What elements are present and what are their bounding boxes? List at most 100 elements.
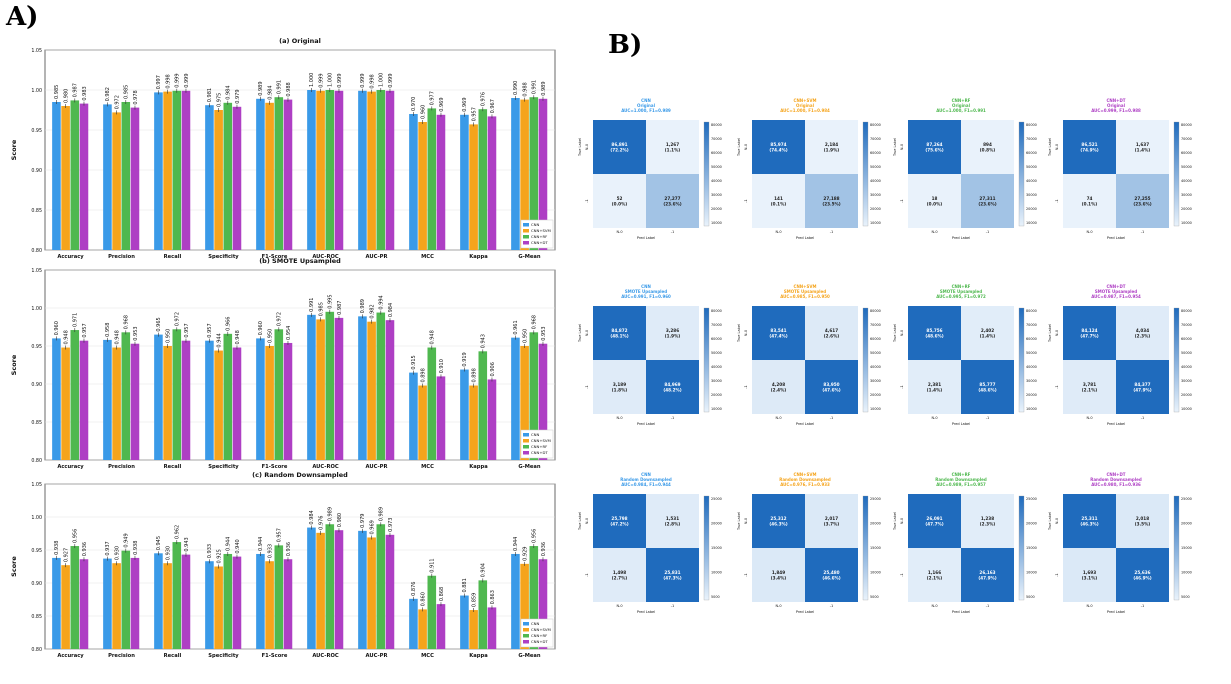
cm-cell <box>593 548 646 602</box>
data-label: 0.953 <box>133 326 139 340</box>
data-label: 0.984 <box>388 303 394 317</box>
data-label: 0.962 <box>175 525 181 539</box>
cm-cell-percent: (46.3%) <box>1080 522 1098 527</box>
cm-title-subtitle: Random Downsampled <box>935 477 987 482</box>
cm-x-tick: -1 <box>830 416 834 420</box>
y-tick-label: 0.95 <box>31 548 42 554</box>
data-label: 0.944 <box>513 537 519 551</box>
cm-cell <box>1116 174 1169 228</box>
cm-colorbar-tick: 5000 <box>1026 595 1035 599</box>
data-label: 0.976 <box>481 92 487 106</box>
x-tick-label: Recall <box>164 254 182 260</box>
cm-colorbar-tick: 15000 <box>870 546 881 550</box>
data-label: 0.876 <box>411 582 417 596</box>
cm-cell-count: 86,521 <box>1081 142 1097 147</box>
cm-cell <box>961 494 1014 548</box>
cm-colorbar <box>1018 307 1025 413</box>
cm-y-label: True Label <box>893 138 897 157</box>
x-tick-label: Kappa <box>469 254 488 260</box>
bar <box>172 90 182 250</box>
cm-title-model: CNN+SVM <box>794 98 817 103</box>
cm-cell-count: 27,255 <box>1134 196 1150 201</box>
cm-colorbar-tick: 40000 <box>870 179 881 183</box>
bar <box>223 333 233 460</box>
data-label: 0.999 <box>184 73 190 87</box>
cm-cell-percent: (23.5%) <box>822 202 840 207</box>
legend-label: CNN <box>531 432 539 437</box>
cm-cell <box>752 548 805 602</box>
bar <box>79 340 89 460</box>
cm-cell-count: 85,756 <box>926 328 942 333</box>
bar <box>529 546 539 649</box>
cm-cell <box>593 174 646 228</box>
cm-x-label: Pred Label <box>1107 422 1125 426</box>
data-label: 0.953 <box>541 326 547 340</box>
cm-colorbar-tick: 80000 <box>1026 123 1037 127</box>
cm-cell <box>752 306 805 360</box>
cm-y-label: True Label <box>1048 138 1052 157</box>
data-label: 0.960 <box>420 105 426 119</box>
cm-y-tick: N-0 <box>585 330 589 336</box>
data-label: 0.911 <box>430 558 436 572</box>
cm-colorbar-tick: 10000 <box>1026 571 1037 575</box>
data-label: 0.944 <box>226 537 232 551</box>
bar <box>232 347 242 460</box>
x-tick-label: Recall <box>164 653 182 659</box>
x-tick-label: Recall <box>164 464 182 470</box>
cm-cell-count: 4,034 <box>1136 328 1149 333</box>
data-label: 0.999 <box>318 73 324 87</box>
data-label: 0.948 <box>114 330 120 344</box>
cm-colorbar-tick: 30000 <box>711 379 722 383</box>
cm-colorbar-tick: 70000 <box>711 137 722 141</box>
x-tick-label: G-Mean <box>518 464 541 470</box>
cm-cell-count: 1,693 <box>1083 570 1096 575</box>
cm-y-label: True Label <box>578 512 582 531</box>
cm-x-tick: N-0 <box>1086 604 1092 608</box>
bar <box>316 90 325 250</box>
data-label: 0.982 <box>105 87 111 101</box>
x-tick-label: MCC <box>421 464 434 470</box>
data-label: 0.944 <box>216 333 222 347</box>
bar <box>325 90 335 250</box>
cm-x-tick: N-0 <box>775 230 781 234</box>
bar <box>256 338 265 460</box>
cm-colorbar-tick: 50000 <box>1181 351 1192 355</box>
data-label: 0.969 <box>439 97 445 111</box>
bar <box>469 610 478 649</box>
data-label: 0.989 <box>541 81 547 95</box>
cm-x-tick: N-0 <box>775 416 781 420</box>
cm-colorbar-tick: 30000 <box>870 193 881 197</box>
y-tick-label: 1.00 <box>31 306 42 312</box>
cm-cell-count: 25,311 <box>1081 516 1097 521</box>
cm-x-tick: -1 <box>671 230 675 234</box>
bar <box>274 545 284 649</box>
cm-y-label: True Label <box>893 512 897 531</box>
bar <box>487 116 497 251</box>
bar <box>214 566 223 649</box>
data-label: 1.000 <box>328 73 334 87</box>
data-label: 0.950 <box>522 329 528 343</box>
cm-colorbar-tick: 70000 <box>711 323 722 327</box>
cm-colorbar-tick: 60000 <box>1026 337 1037 341</box>
cm-y-label: True Label <box>578 138 582 157</box>
cm-y-tick: -1 <box>900 573 904 577</box>
cm-title-model: CNN <box>641 472 651 477</box>
data-label: 0.933 <box>207 544 213 558</box>
x-tick-label: Accuracy <box>57 464 84 470</box>
cm-y-tick: -1 <box>585 199 589 203</box>
cm-y-tick: N-0 <box>1055 144 1059 150</box>
cm-y-tick: -1 <box>744 199 748 203</box>
bar <box>478 109 488 250</box>
cm-colorbar-tick: 10000 <box>1026 221 1037 225</box>
data-label: 0.984 <box>226 85 232 99</box>
bar <box>436 376 446 460</box>
cm-cell-percent: (48.2%) <box>663 388 681 393</box>
x-tick-label: Accuracy <box>57 653 84 659</box>
cm-cell-percent: (23.6%) <box>978 202 996 207</box>
cm-cell-percent: (72.2%) <box>610 148 628 153</box>
cm-colorbar-tick: 50000 <box>1026 351 1037 355</box>
cm-y-tick: -1 <box>900 199 904 203</box>
cm-cell <box>1063 494 1116 548</box>
cm-title-subtitle: Original <box>1107 103 1126 108</box>
cm-x-tick: N-0 <box>1086 230 1092 234</box>
